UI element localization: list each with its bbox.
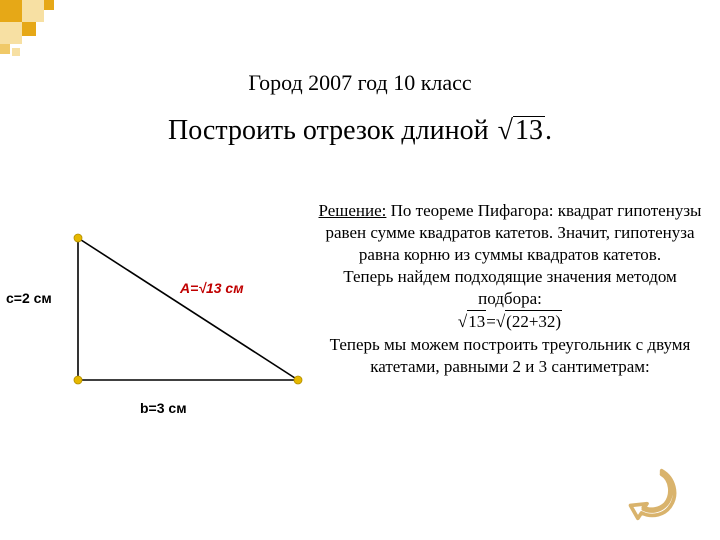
return-arrow-icon[interactable] [625,467,680,522]
side-c-label: c=2 см [6,290,52,306]
deco-square [0,44,10,54]
deco-square [22,22,36,36]
deco-square [12,48,20,56]
deco-square [44,0,54,10]
deco-square [22,0,44,22]
solution-p3: Теперь мы можем построить треугольник с … [330,335,691,376]
solution-p2: Теперь найдем подходящие значения методо… [343,267,677,308]
sqrt-radicand: 13 [513,116,545,145]
slide-header: Город 2007 год 10 класс [0,70,720,96]
sqrt-symbol: √13 [496,115,545,147]
problem-prefix: Построить отрезок длиной [168,115,496,146]
deco-square [0,22,22,44]
problem-statement: Построить отрезок длиной √13. [0,115,720,147]
solution-lead: Решение: [319,201,387,220]
hypotenuse-label: A=√13 см [180,280,244,296]
deco-square [0,0,22,22]
corner-decoration [0,0,120,70]
problem-suffix: . [545,115,552,146]
solution-block: Решение: По теореме Пифагора: квадрат ги… [310,200,710,378]
side-b-label: b=3 см [140,400,187,416]
equation: √13=√(22+32) [458,310,562,333]
